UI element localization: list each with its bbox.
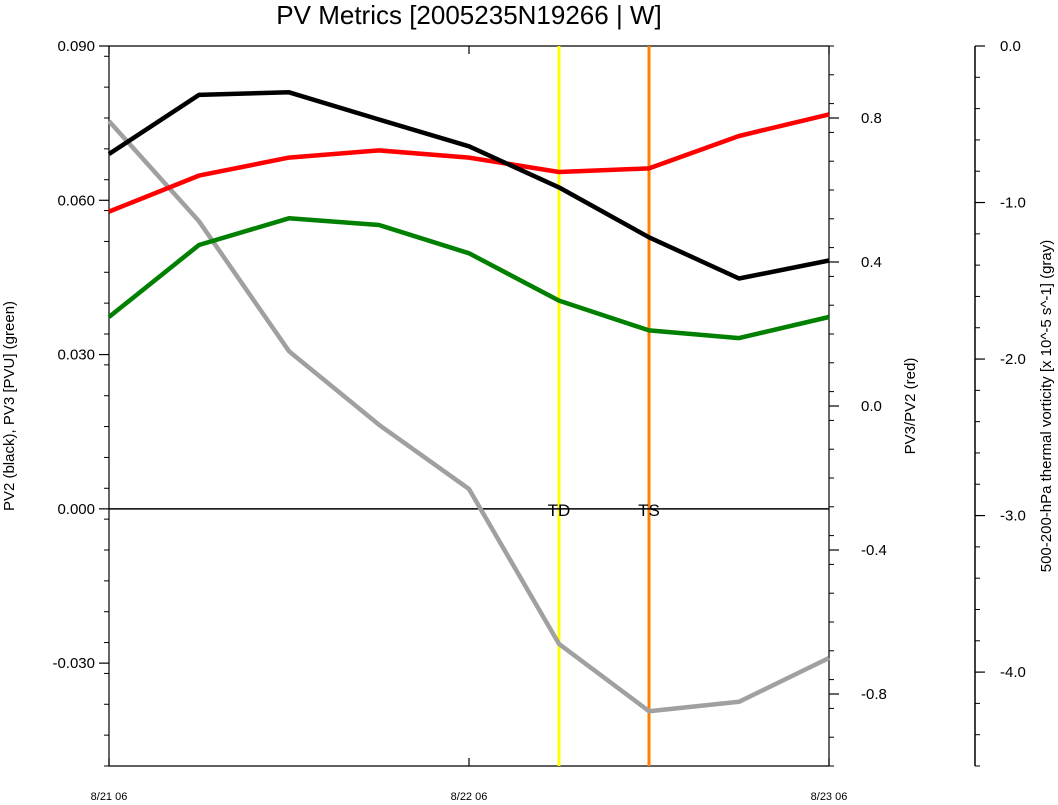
far-right-tick-label: -4.0 [1000,664,1026,681]
left-axis-title: PV2 (black), PV3 [PVU] (green) [1,301,18,511]
series-line-vort [107,119,830,714]
plot-area [108,45,830,767]
vertical-markers [557,46,651,766]
marker-label-ts: TS [638,501,660,520]
far-right-axis-title: 500-200-hPa thermal vorticity [x 10^-5 s… [1038,240,1055,573]
right-tick-label: 0.0 [861,398,882,415]
right-tick-label: 0.8 [861,110,882,127]
left-tick-label: -0.030 [52,655,95,672]
series-lines [107,90,830,714]
far-right-tick-label: -3.0 [1000,508,1026,525]
x-tick-label: 8/21 06 [91,791,128,803]
series-line-ratio [108,112,830,214]
x-axis-ticks: 8/21 06 8/22 06 8/23 06 [91,46,848,803]
left-tick-label: 0.090 [57,38,95,55]
left-tick-label: 0.000 [57,501,95,518]
marker-label-td: TD [548,501,571,520]
right-tick-label: -0.8 [861,686,887,703]
left-tick-label: 0.030 [57,347,95,364]
far-right-tick-label: -2.0 [1000,351,1026,368]
left-axis-ticks: 0.090 0.060 0.030 0.000 -0.030 [52,38,109,767]
far-right-tick-label: 0.0 [1000,38,1021,55]
x-tick-label: 8/23 06 [811,791,848,803]
vertical-marker-labels: TD TS [548,501,660,520]
chart-title: PV Metrics [2005235N19266 | W] [276,0,661,30]
left-tick-label: 0.060 [57,192,95,209]
right-axis-ticks: 0.8 0.4 0.0 -0.4 -0.8 [829,45,887,767]
right-tick-label: 0.4 [861,254,882,271]
x-tick-label: 8/22 06 [451,791,488,803]
series-line-pv3 [107,216,830,341]
far-right-axis: 0.0 -1.0 -2.0 -3.0 -4.0 [974,38,1026,767]
right-axis-title: PV3/PV2 (red) [902,358,919,455]
series-line-pv2 [107,90,830,281]
far-right-tick-label: -1.0 [1000,195,1026,212]
right-tick-label: -0.4 [861,542,887,559]
